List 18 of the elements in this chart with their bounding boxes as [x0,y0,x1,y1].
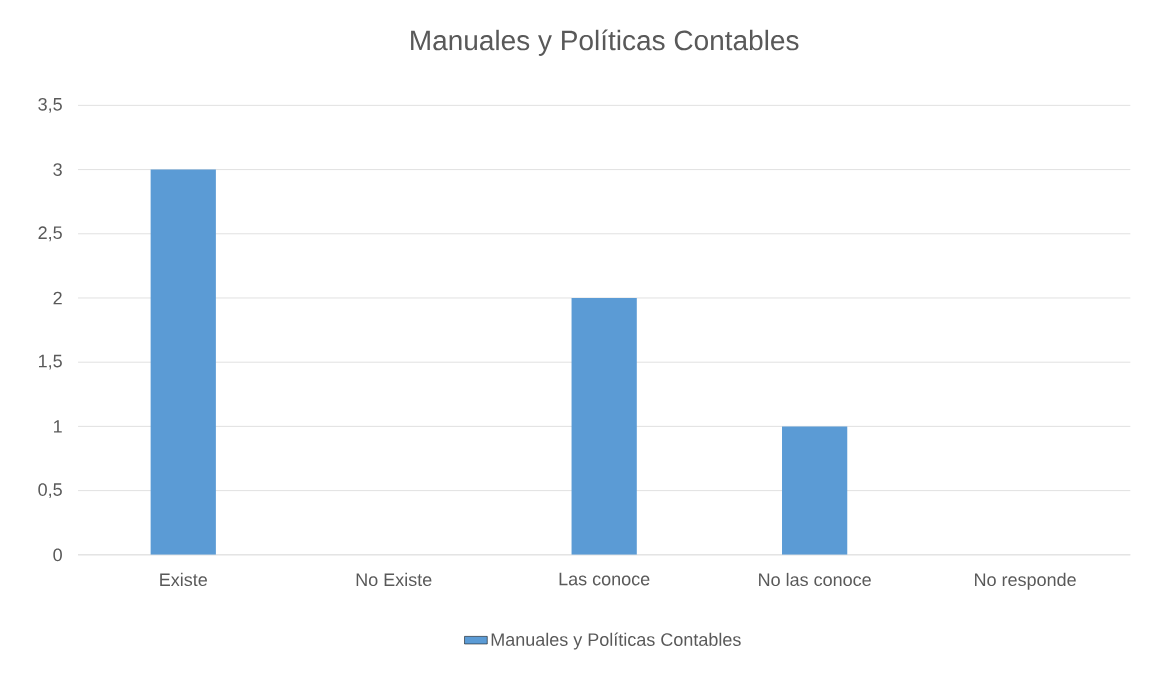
x-tick-label: No las conoce [759,573,871,587]
y-tick-label: 1 [54,420,62,433]
bar [782,426,848,556]
x-tick-label: No responde [975,573,1076,590]
chart-title: Manuales y Políticas Contables [411,29,799,57]
y-tick-label: 2 [53,291,62,305]
x-tick-label: Existe [160,573,207,587]
y-tick-label: 0,5 [38,483,62,499]
x-tick-label: No Existe [356,573,432,587]
bar [150,169,216,556]
y-tick-label: 1,5 [39,355,62,370]
y-tick-label: 3 [53,163,62,177]
y-tick-label: 2,5 [38,226,62,242]
y-tick-label: 0 [53,548,62,562]
bar [571,298,637,556]
y-tick-label: 3,5 [38,98,62,114]
legend-label: Manuales y Políticas Contables [491,632,741,650]
x-tick-label: Las conoce [559,573,650,586]
